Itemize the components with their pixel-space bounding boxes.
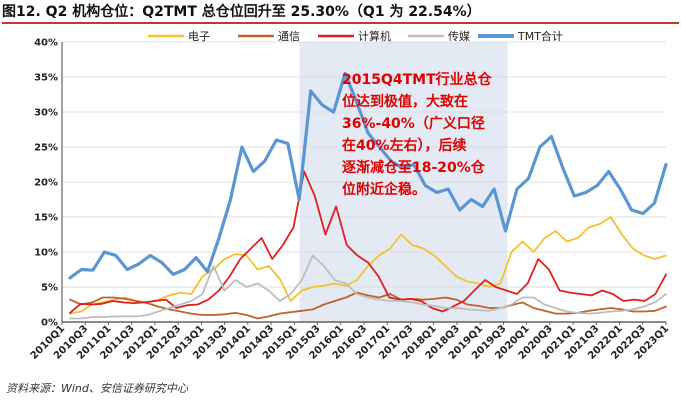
legend: 电子 通信 计算机 传媒 TMT合计 — [148, 29, 563, 43]
legend-label: TMT合计 — [517, 29, 563, 43]
series-lines — [68, 71, 668, 320]
y-tick-label: 5% — [41, 283, 58, 294]
legend-label: 传媒 — [448, 30, 470, 43]
series-line-传媒 — [69, 254, 667, 320]
annotation-line: 位附近企稳。 — [342, 181, 426, 198]
annotation-line: 逐渐减仓至18-20%仓 — [342, 159, 486, 176]
legend-label: 通信 — [278, 30, 300, 43]
figure-title: 图12. Q2 机构仓位：Q2TMT 总仓位回升至 25.30%（Q1 为 22… — [2, 2, 679, 24]
legend-label: 计算机 — [358, 29, 391, 43]
gridlines — [61, 41, 666, 323]
y-tick-label: 0% — [41, 318, 58, 329]
annotation-line: 36%-40%（广义口径 — [342, 115, 485, 132]
x-axis-ticks: 2010Q12010Q32011Q12011Q32012Q12012Q32013… — [29, 322, 671, 362]
y-tick-label: 20% — [34, 178, 58, 189]
series-line-通信 — [69, 291, 667, 320]
annotation-line: 2015Q4TMT行业总仓 — [342, 71, 493, 88]
y-axis-ticks: 0% 5% 10% 15% 20% 25% 30% 35% 40% — [34, 38, 58, 329]
series-line-计算机 — [69, 170, 667, 314]
series-line-TMT合计 — [68, 71, 668, 280]
y-tick-label: 35% — [34, 73, 58, 84]
y-tick-label: 15% — [34, 213, 58, 224]
series-line-电子 — [69, 216, 667, 315]
y-tick-label: 10% — [34, 248, 58, 259]
legend-label: 电子 — [188, 30, 210, 43]
annotation-line: 在40%左右），后续 — [342, 137, 467, 154]
line-chart: 0% 5% 10% 15% 20% 25% 30% 35% 40% 2010Q12010Q320… — [29, 29, 671, 362]
source-note: 资料来源：Wind、安信证券研究中心 — [6, 382, 188, 395]
y-tick-label: 30% — [34, 108, 58, 119]
annotation-line: 位达到极值，大致在 — [342, 93, 468, 110]
y-tick-label: 40% — [34, 38, 58, 49]
y-tick-label: 25% — [34, 143, 58, 154]
